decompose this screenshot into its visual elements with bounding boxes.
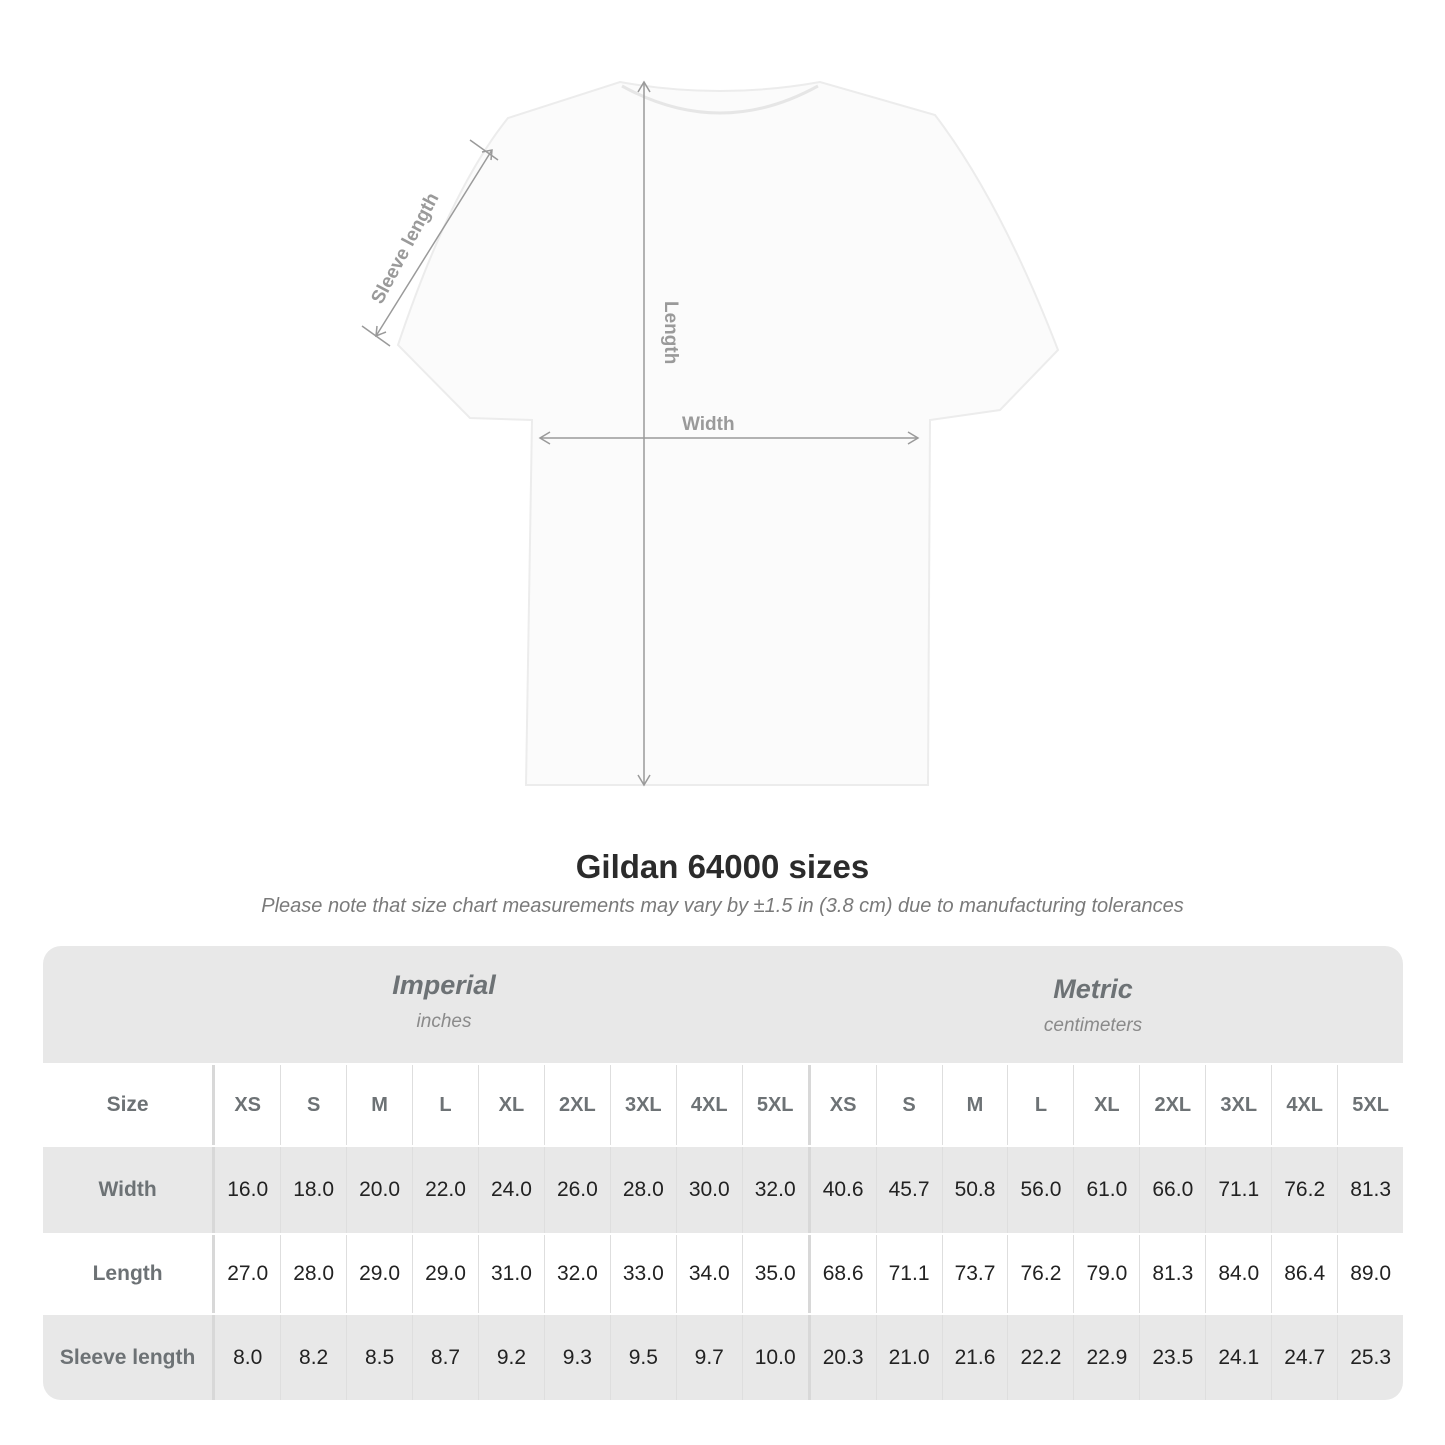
size-header-cell: 5XL xyxy=(741,1065,808,1145)
width-label: Width xyxy=(682,414,735,435)
size-header-cell: 5XL xyxy=(1337,1065,1403,1145)
imperial-cell: 9.7 xyxy=(675,1315,742,1400)
size-header-cell: XS xyxy=(807,1065,876,1145)
imperial-header: Imperial inches xyxy=(244,970,644,1033)
metric-cell: 73.7 xyxy=(941,1235,1008,1313)
row-label: Size xyxy=(106,1093,149,1116)
metric-cell: 25.3 xyxy=(1337,1315,1403,1400)
imperial-cell: 16.0 xyxy=(212,1147,280,1233)
imperial-cell: 10.0 xyxy=(741,1315,808,1400)
page-title: Gildan 64000 sizes xyxy=(575,848,870,885)
imperial-cell: 20.0 xyxy=(346,1147,412,1233)
imperial-cell: 32.0 xyxy=(741,1147,808,1233)
metric-cell: 76.2 xyxy=(1271,1147,1337,1233)
imperial-cell: 29.0 xyxy=(346,1235,412,1313)
table-header: Imperial inches Metric centimeters xyxy=(43,946,1403,1063)
imperial-cell: 18.0 xyxy=(280,1147,346,1233)
size-header-cell: L xyxy=(412,1065,478,1145)
tshirt-diagram xyxy=(361,80,1060,787)
imperial-cell: 8.7 xyxy=(412,1315,478,1400)
length-label: Length xyxy=(660,301,681,365)
size-header-cell: 2XL xyxy=(543,1065,610,1145)
metric-cell: 20.3 xyxy=(807,1315,876,1400)
size-header-cell: S xyxy=(280,1065,346,1145)
sleeve-arrow xyxy=(375,149,493,337)
row-label: Width xyxy=(98,1178,157,1201)
size-header-cell: XS xyxy=(212,1065,280,1145)
metric-header: Metric centimeters xyxy=(893,974,1293,1037)
imperial-cell: 35.0 xyxy=(741,1235,808,1313)
size-header-cell: M xyxy=(941,1065,1008,1145)
metric-cell: 71.1 xyxy=(875,1235,942,1313)
metric-cell: 61.0 xyxy=(1073,1147,1139,1233)
row-label: Length xyxy=(92,1262,163,1285)
imperial-cell: 30.0 xyxy=(675,1147,742,1233)
imperial-cell: 22.0 xyxy=(412,1147,478,1233)
metric-cell: 24.1 xyxy=(1205,1315,1271,1400)
size-table: Imperial inches Metric centimeters Size X… xyxy=(43,946,1403,1400)
imperial-cell: 28.0 xyxy=(609,1147,676,1233)
metric-cell: 24.7 xyxy=(1271,1315,1337,1400)
imperial-cell: 9.3 xyxy=(543,1315,610,1400)
imperial-cell: 24.0 xyxy=(477,1147,544,1233)
size-header-cell: M xyxy=(346,1065,412,1145)
metric-cell: 22.9 xyxy=(1073,1315,1139,1400)
size-header-cell: 2XL xyxy=(1139,1065,1205,1145)
size-header-cell: L xyxy=(1007,1065,1073,1145)
imperial-cell: 9.5 xyxy=(609,1315,676,1400)
tolerance-note: Please note that size chart measurements… xyxy=(261,895,1184,917)
metric-cell: 21.6 xyxy=(941,1315,1008,1400)
imperial-cell: 26.0 xyxy=(543,1147,610,1233)
size-header-cell: 3XL xyxy=(1205,1065,1271,1145)
metric-cell: 40.6 xyxy=(807,1147,876,1233)
size-header-cell: XL xyxy=(1073,1065,1139,1145)
size-header-cell: 3XL xyxy=(609,1065,676,1145)
metric-cell: 71.1 xyxy=(1205,1147,1271,1233)
metric-cell: 66.0 xyxy=(1139,1147,1205,1233)
tshirt-image xyxy=(396,80,1060,786)
metric-cell: 86.4 xyxy=(1271,1235,1337,1313)
metric-title: Metric xyxy=(1053,974,1133,1004)
table-row: Length 27.0 28.0 29.0 29.0 31.0 32.0 33.0 34.0 35… xyxy=(43,1235,1403,1313)
imperial-title: Imperial xyxy=(392,970,496,1000)
imperial-unit: inches xyxy=(416,1011,472,1032)
table-row: Sleeve length 8.0 8.2 8.5 8.7 9.2 9.3 9.5 9.7 10.… xyxy=(43,1315,1403,1400)
metric-cell: 23.5 xyxy=(1139,1315,1205,1400)
metric-cell: 81.3 xyxy=(1337,1147,1403,1233)
size-header-cell: 4XL xyxy=(1271,1065,1337,1145)
metric-cell: 79.0 xyxy=(1073,1235,1139,1313)
imperial-cell: 33.0 xyxy=(609,1235,676,1313)
metric-cell: 81.3 xyxy=(1139,1235,1205,1313)
imperial-cell: 32.0 xyxy=(543,1235,610,1313)
imperial-cell: 8.5 xyxy=(346,1315,412,1400)
imperial-cell: 8.2 xyxy=(280,1315,346,1400)
table-row: Width 16.0 18.0 20.0 22.0 24.0 26.0 28.0 30.0 32.… xyxy=(43,1147,1403,1233)
metric-cell: 68.6 xyxy=(807,1235,876,1313)
imperial-cell: 9.2 xyxy=(477,1315,544,1400)
imperial-cell: 34.0 xyxy=(675,1235,742,1313)
imperial-cell: 28.0 xyxy=(280,1235,346,1313)
metric-cell: 22.2 xyxy=(1007,1315,1073,1400)
metric-cell: 76.2 xyxy=(1007,1235,1073,1313)
metric-cell: 45.7 xyxy=(875,1147,942,1233)
imperial-cell: 27.0 xyxy=(212,1235,280,1313)
metric-cell: 56.0 xyxy=(1007,1147,1073,1233)
size-header-cell: 4XL xyxy=(675,1065,742,1145)
metric-cell: 89.0 xyxy=(1337,1235,1403,1313)
metric-cell: 84.0 xyxy=(1205,1235,1271,1313)
row-label: Sleeve length xyxy=(59,1345,196,1369)
metric-cell: 50.8 xyxy=(941,1147,1008,1233)
imperial-cell: 29.0 xyxy=(412,1235,478,1313)
size-header-cell: S xyxy=(875,1065,942,1145)
imperial-cell: 31.0 xyxy=(477,1235,544,1313)
metric-cell: 21.0 xyxy=(875,1315,942,1400)
metric-unit: centimeters xyxy=(1043,1015,1143,1036)
size-header-cell: XL xyxy=(477,1065,544,1145)
size-header-row: Size XS S M L XL 2XL 3XL 4XL 5XL XS S M L XL 2XL 3XL 4XL 5… xyxy=(43,1065,1403,1145)
imperial-cell: 8.0 xyxy=(212,1315,280,1400)
